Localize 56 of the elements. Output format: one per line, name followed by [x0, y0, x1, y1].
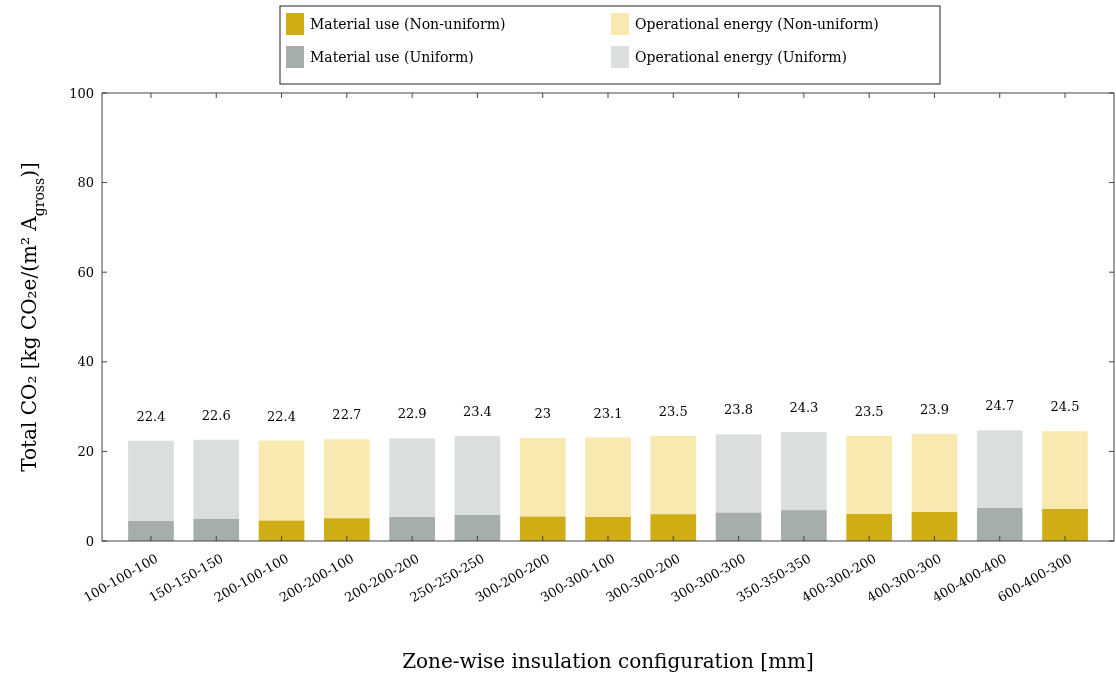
bar: [258, 520, 305, 541]
total-label: 23.5: [854, 403, 884, 419]
bar: [323, 439, 370, 519]
bar: [976, 507, 1023, 541]
total-label: 23.5: [658, 403, 688, 419]
legend-label: Operational energy (Non-uniform): [635, 15, 879, 32]
total-label: 22.4: [267, 408, 297, 424]
bar: [454, 436, 501, 515]
total-label: 23.1: [593, 405, 623, 421]
legend-label: Material use (Uniform): [310, 48, 474, 65]
bar: [650, 435, 697, 515]
bar: [846, 513, 893, 541]
bar: [715, 512, 762, 541]
bar: [519, 437, 566, 517]
bar: [846, 435, 893, 514]
y-tick-label: 60: [77, 264, 94, 280]
bar: [1042, 508, 1088, 541]
bar: [715, 434, 762, 513]
bar: [650, 514, 697, 541]
bar: [193, 518, 240, 541]
total-label: 22.6: [201, 407, 231, 423]
x-axis-title: Zone-wise insulation configuration [mm]: [402, 649, 814, 673]
y-tick-label: 0: [85, 533, 94, 549]
total-label: 23.9: [919, 401, 949, 417]
y-tick-label: 80: [77, 175, 94, 191]
bar: [454, 514, 501, 541]
bar: [389, 516, 435, 541]
bar: [1042, 431, 1088, 509]
bar: [519, 516, 566, 541]
bar: [911, 433, 958, 512]
y-tick-label: 20: [77, 443, 94, 459]
bar: [128, 440, 174, 521]
total-label: 22.4: [136, 408, 166, 424]
bar: [976, 430, 1023, 508]
total-label: 24.7: [985, 398, 1015, 414]
total-label: 22.7: [332, 407, 362, 423]
y-tick-label: 40: [77, 354, 94, 370]
bar: [323, 518, 370, 541]
bar: [585, 437, 631, 517]
bar: [389, 438, 435, 517]
bar: [781, 510, 827, 541]
legend-label: Operational energy (Uniform): [635, 48, 847, 65]
bar: [193, 439, 240, 519]
y-tick-label: 100: [69, 85, 94, 101]
total-label: 23: [534, 405, 551, 421]
bar: [128, 520, 174, 541]
bar: [585, 516, 631, 541]
total-label: 22.9: [397, 406, 427, 422]
bar: [258, 440, 305, 521]
total-label: 23.8: [724, 402, 754, 418]
legend-label: Material use (Non-uniform): [310, 15, 506, 32]
total-label: 24.3: [789, 400, 819, 416]
bar: [781, 432, 827, 511]
total-label: 24.5: [1050, 399, 1080, 415]
bar: [911, 511, 958, 541]
total-label: 23.4: [462, 404, 492, 420]
